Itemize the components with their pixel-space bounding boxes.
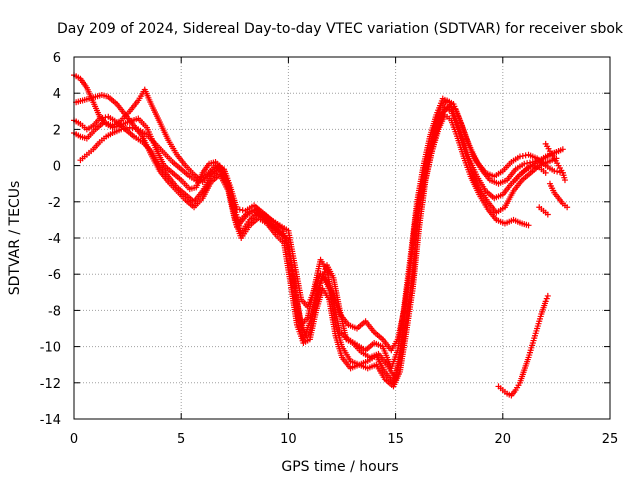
data-point: [239, 207, 246, 214]
data-point: [521, 160, 528, 167]
data-point: [554, 168, 561, 175]
data-point: [544, 211, 551, 218]
data-point: [519, 152, 526, 159]
x-tick-label: 15: [387, 432, 404, 447]
x-axis-label: GPS time / hours: [281, 459, 398, 475]
data-point: [544, 292, 551, 299]
data-point: [102, 114, 109, 121]
y-tick-label: -12: [40, 377, 61, 392]
y-axis-label: SDTVAR / TECUs: [7, 181, 23, 296]
y-tick-label: -10: [40, 341, 61, 356]
y-tick-label: -4: [48, 232, 61, 247]
series-track-b: [71, 104, 560, 386]
series-track-g: [542, 140, 568, 184]
y-tick-label: 4: [53, 87, 61, 102]
series-track-h: [546, 180, 571, 211]
data-point: [121, 125, 128, 132]
series-track-f: [510, 162, 549, 185]
x-tick-label: 5: [177, 432, 185, 447]
data-point: [236, 206, 243, 213]
axis-ticks: 0 5 10 15 20 25 -14 -12 -10 -8 -6 -4 -2 0 2 4 6: [40, 51, 619, 447]
data-point: [99, 114, 106, 121]
x-tick-label: 10: [280, 432, 297, 447]
data-point: [516, 153, 523, 160]
y-tick-label: -6: [48, 268, 61, 283]
plot-frame: [73, 56, 611, 420]
y-tick-label: 2: [53, 123, 61, 138]
data-point: [542, 298, 549, 305]
data-point: [551, 168, 558, 175]
data-point: [118, 126, 125, 133]
data-point: [561, 177, 568, 184]
y-tick-label: -14: [40, 413, 61, 428]
data-point: [233, 206, 240, 213]
series-track-j: [495, 292, 551, 399]
y-tick-label: -2: [48, 196, 61, 211]
data-point: [543, 295, 550, 302]
y-tick-label: 0: [53, 160, 61, 175]
data-point: [559, 146, 566, 153]
series-track-i: [536, 204, 551, 218]
data-point: [525, 222, 532, 229]
data-point: [524, 160, 531, 167]
data-point: [129, 125, 136, 132]
series-track-a: [71, 72, 562, 383]
data-point: [123, 125, 130, 132]
x-tick-label: 25: [602, 432, 619, 447]
x-tick-label: 0: [70, 432, 78, 447]
data-point: [96, 115, 103, 122]
data-points: [71, 72, 571, 399]
data-point: [564, 204, 571, 211]
data-point: [522, 152, 529, 159]
x-tick-label: 20: [495, 432, 512, 447]
data-point: [542, 169, 549, 176]
chart-title: Day 209 of 2024, Sidereal Day-to-day VTE…: [57, 21, 624, 37]
y-tick-label: -8: [48, 304, 61, 319]
data-point: [132, 125, 139, 132]
y-tick-label: 6: [53, 51, 61, 66]
series-track-e: [77, 102, 566, 354]
data-point: [126, 124, 133, 131]
